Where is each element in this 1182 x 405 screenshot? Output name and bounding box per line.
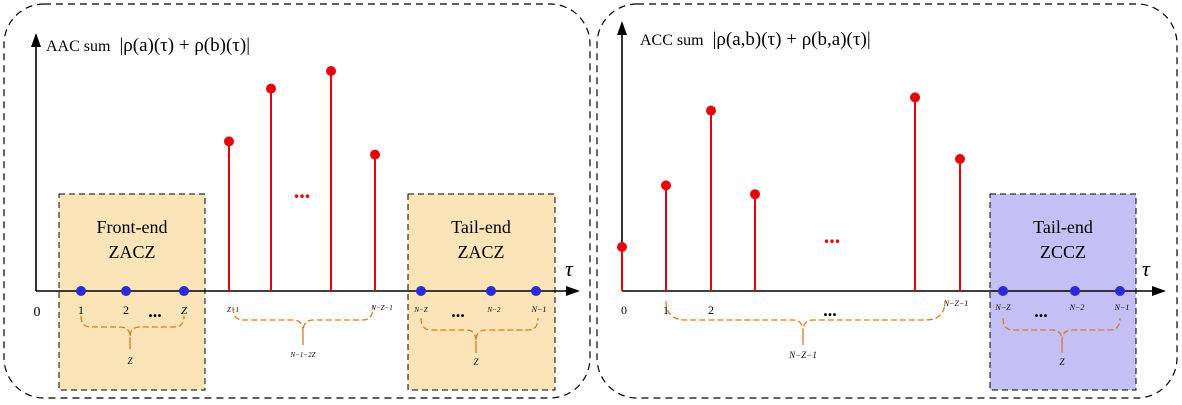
left-mid-brace-label: N−1−2Z: [289, 351, 315, 359]
right-zero-dot: [1070, 286, 1080, 296]
right-tail-zone: [989, 193, 1137, 391]
left-front-tick: 1: [78, 303, 84, 317]
left-panel-frame: [3, 3, 591, 399]
right-zero-dot: [998, 286, 1008, 296]
right-zero-dot: [1115, 286, 1125, 296]
left-front-tick: 2: [123, 303, 129, 317]
left-tail-zone: [407, 193, 556, 391]
left-stem-marker: [326, 66, 336, 76]
left-zero-dot: [76, 286, 86, 296]
left-stem-marker: [370, 149, 380, 160]
right-stem-marker: [750, 189, 760, 200]
left-zero-dot: [531, 286, 541, 296]
left-title-formula: |ρ(a)(τ) + ρ(b)(τ)|: [119, 35, 250, 56]
right-tail-tick: N−2: [1069, 303, 1085, 312]
left-zero-dot: [416, 286, 426, 296]
right-tail-tick-ellipsis: ...: [1034, 301, 1048, 321]
right-tick: 2: [708, 303, 714, 317]
right-tail-brace-label: Z: [1059, 357, 1065, 367]
right-tick: 1: [663, 303, 669, 317]
right-brace-label: N−Z−1: [788, 350, 817, 360]
left-title: AAC sum |ρ(a)(τ) + ρ(b)(τ)|: [46, 35, 250, 56]
left-tail-tick: N−1: [531, 305, 547, 314]
right-title-formula: |ρ(a,b)(τ) + ρ(b,a)(τ)|: [713, 29, 871, 50]
left-title-prefix: AAC sum: [46, 38, 111, 55]
left-zero-dot: [179, 286, 189, 296]
left-stems: [224, 66, 380, 291]
left-tail-tick: N−2: [487, 306, 501, 314]
right-title-prefix: ACC sum: [640, 32, 704, 49]
left-tail-tick: N−Z: [413, 306, 427, 314]
right-tail-zone-line2: ZCCZ: [1040, 242, 1086, 262]
left-origin-label: 0: [34, 305, 41, 320]
left-front-tick-ellipsis: ...: [148, 301, 162, 321]
right-stem-marker: [661, 180, 671, 191]
right-tail-tick: N−1: [1114, 303, 1130, 312]
left-front-zone-line2: ZACZ: [109, 242, 156, 262]
left-axis-symbol: τ: [565, 256, 574, 281]
right-panel: Tail-end ZCCZ ACC sum |ρ(a,b)(τ) + ρ(b,a…: [596, 3, 1178, 399]
left-tail-zone-line1: Tail-end: [451, 217, 511, 237]
left-stem-marker: [224, 136, 234, 147]
left-zero-dot: [121, 286, 131, 296]
left-tail-brace-label: Z: [473, 357, 479, 367]
left-front-brace: [80, 315, 185, 338]
left-mid-brace: [232, 306, 374, 333]
left-mid-tick: N−Z−1: [370, 304, 393, 312]
right-stem-marker: [706, 105, 716, 116]
right-stems: [617, 92, 965, 291]
right-tick: 0: [621, 303, 627, 317]
right-stem-marker: [955, 154, 965, 164]
right-stem-marker: [617, 242, 627, 252]
left-tail-zone-line2: ZACZ: [458, 242, 505, 262]
left-front-tick: Z: [181, 305, 188, 317]
left-front-zone-line1: Front-end: [97, 217, 168, 237]
right-brace-ellipsis: ...: [823, 300, 837, 320]
right-title: ACC sum |ρ(a,b)(τ) + ρ(b,a)(τ)|: [640, 29, 871, 50]
right-axis-symbol: τ: [1142, 256, 1151, 281]
left-tail-tick-ellipsis: ...: [451, 301, 465, 321]
right-tail-zone-line1: Tail-end: [1033, 217, 1093, 237]
left-front-brace-label: Z: [127, 356, 133, 366]
right-ellipsis: ...: [824, 223, 841, 248]
left-ellipsis: ...: [294, 178, 311, 203]
left-tail-brace: [420, 317, 539, 342]
right-stem-marker: [910, 92, 920, 103]
left-stem-marker: [266, 83, 276, 94]
right-tick: N−Z−1: [943, 299, 969, 308]
right-tail-tick: N−Z: [994, 303, 1011, 312]
right-panel-frame: [596, 3, 1178, 399]
left-panel: Front-end ZACZ Tail-end ZACZ AAC sum |ρ(…: [3, 3, 591, 399]
left-zero-dot: [486, 286, 496, 296]
